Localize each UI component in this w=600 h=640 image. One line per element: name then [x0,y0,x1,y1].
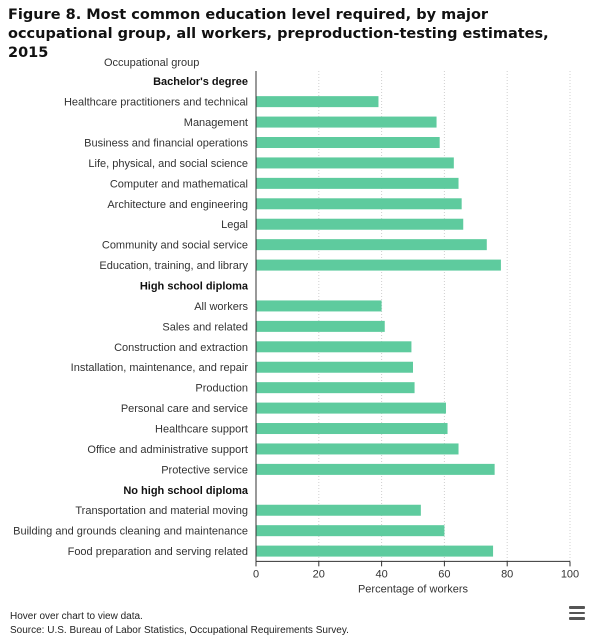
bar[interactable] [256,218,464,230]
bar[interactable] [256,341,412,353]
category-label: Healthcare practitioners and technical [64,97,248,109]
category-label: All workers [194,301,248,313]
x-tick-label: 0 [253,568,259,580]
bar[interactable] [256,116,437,128]
bar[interactable] [256,198,462,210]
bar[interactable] [256,320,385,332]
category-label: Transportation and material moving [75,505,248,517]
bar[interactable] [256,177,459,189]
x-tick-label: 40 [375,568,387,580]
category-label: Architecture and engineering [107,199,248,211]
x-tick-label: 20 [313,568,325,580]
bar[interactable] [256,239,487,251]
bar[interactable] [256,137,440,149]
category-label: Installation, maintenance, and repair [71,362,249,374]
category-label: Building and grounds cleaning and mainte… [13,526,248,538]
category-label: Sales and related [162,321,248,333]
category-label: Healthcare support [155,424,248,436]
bar[interactable] [256,504,421,516]
bar[interactable] [256,157,454,169]
bar[interactable] [256,402,446,414]
category-label: Protective service [161,464,248,476]
category-label: Personal care and service [121,403,248,415]
bar[interactable] [256,361,413,373]
bar[interactable] [256,423,448,435]
x-tick-label: 100 [561,568,579,580]
bar[interactable] [256,443,459,455]
x-tick-label: 80 [501,568,513,580]
category-label: Computer and mathematical [110,178,248,190]
bar[interactable] [256,545,494,557]
category-label: Legal [221,219,248,231]
group-header-label: No high school diploma [123,485,249,497]
group-header-label: High school diploma [140,281,249,293]
category-label: Construction and extraction [114,342,248,354]
category-label: Education, training, and library [99,260,248,272]
category-axis-title: Occupational group [104,57,199,69]
hamburger-menu-icon[interactable] [569,606,585,620]
category-label: Office and administrative support [87,444,248,456]
category-label: Food preparation and serving related [68,546,248,558]
hover-hint: Hover over chart to view data. [10,611,143,622]
x-tick-label: 60 [438,568,450,580]
bar[interactable] [256,96,379,108]
source-note: Source: U.S. Bureau of Labor Statistics,… [10,625,349,636]
group-header-label: Bachelor's degree [153,76,248,88]
category-label: Business and financial operations [84,138,248,150]
bar[interactable] [256,525,445,537]
category-label: Community and social service [102,240,248,252]
bar[interactable] [256,382,415,394]
bar[interactable] [256,463,495,475]
x-axis-title: Percentage of workers [358,583,469,595]
bar[interactable] [256,300,382,312]
bar[interactable] [256,259,501,271]
category-label: Management [184,117,248,129]
category-label: Life, physical, and social science [88,158,248,170]
category-label: Production [195,383,248,395]
chart-title: Figure 8. Most common education level re… [8,7,549,61]
